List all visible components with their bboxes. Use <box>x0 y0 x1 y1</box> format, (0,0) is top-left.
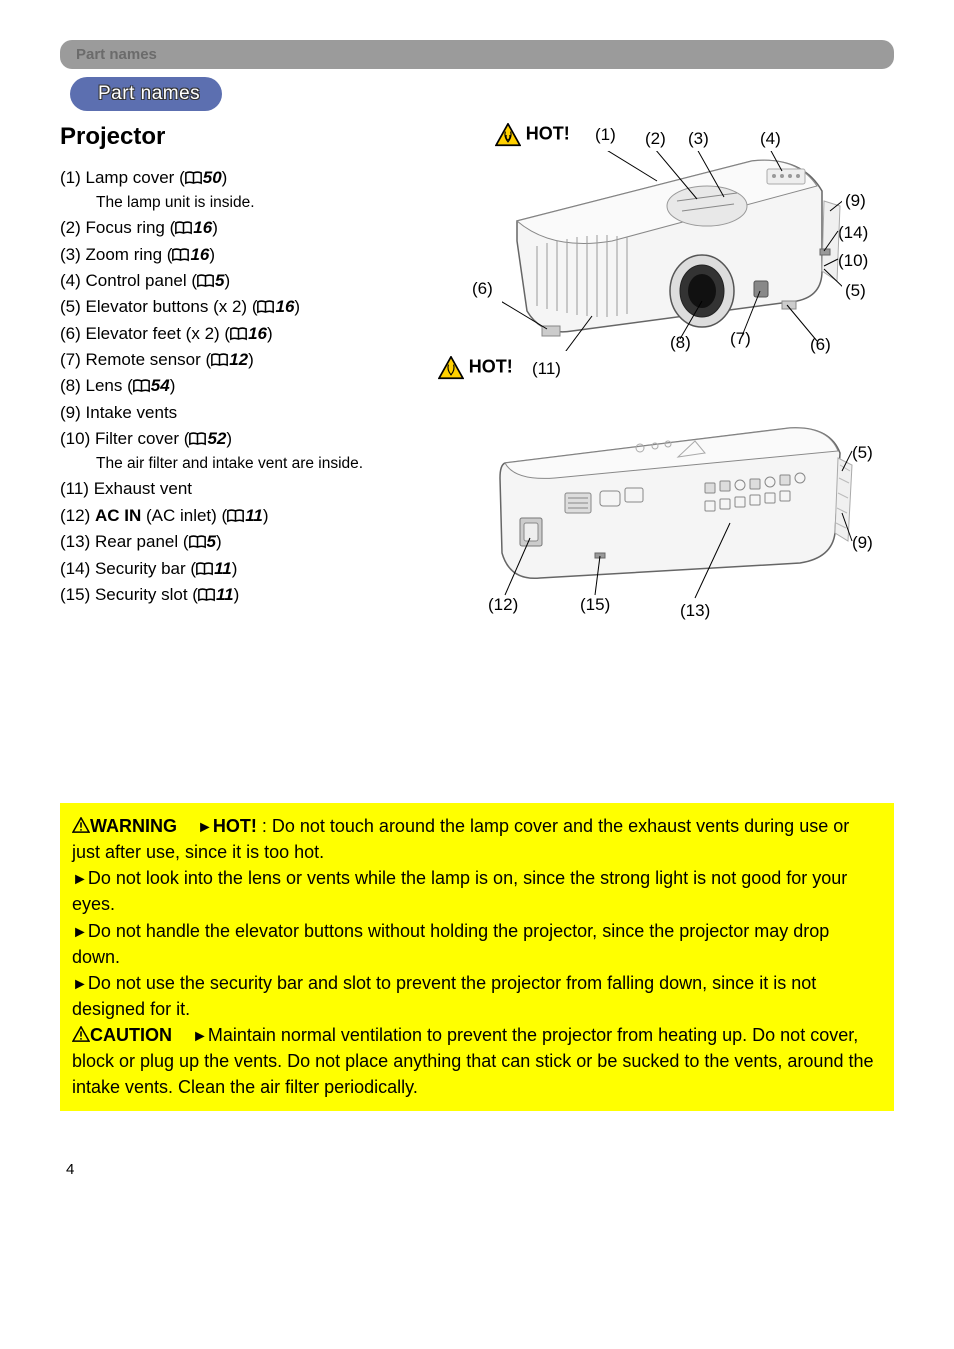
diagram-rear: (5) (9) (12) (15) (13) <box>440 423 894 623</box>
caution-line: CAUTION ►Maintain normal ventilation to … <box>72 1022 882 1100</box>
part-item: (13) Rear panel (5) <box>60 529 420 555</box>
caution-triangle-icon <box>72 1026 90 1042</box>
warning-box: WARNING ►HOT! : Do not touch around the … <box>60 803 894 1111</box>
part-item: (5) Elevator buttons (x 2) (16) <box>60 294 420 320</box>
book-icon <box>198 588 215 602</box>
part-item: (14) Security bar (11) <box>60 556 420 582</box>
diagram-front: HOT! (1) (2) (3) (4) (9) (14) (10) (5) (… <box>440 123 894 423</box>
header-bar: Part names <box>60 40 894 69</box>
left-column: Projector (1) Lamp cover (50) The lamp u… <box>60 123 420 623</box>
hot-warning-icon <box>495 123 521 147</box>
warning-triangle-icon <box>72 817 90 833</box>
content-row: Projector (1) Lamp cover (50) The lamp u… <box>60 123 894 623</box>
callout-3: (3) <box>688 129 709 149</box>
book-icon <box>211 353 228 367</box>
part-item: (4) Control panel (5) <box>60 268 420 294</box>
hot-badge-2: HOT! <box>438 356 513 380</box>
warning-line: ►Do not look into the lens or vents whil… <box>72 865 882 917</box>
projector-front-svg <box>502 151 842 351</box>
warning-line: ►Do not handle the elevator buttons with… <box>72 918 882 970</box>
callout-9: (9) <box>845 191 866 211</box>
warning-line: ►Do not use the security bar and slot to… <box>72 970 882 1022</box>
part-item: (9) Intake vents <box>60 400 420 426</box>
parts-list: (1) Lamp cover (50) The lamp unit is ins… <box>60 165 420 608</box>
callout-13: (13) <box>680 601 710 621</box>
book-icon <box>172 248 189 262</box>
part-item: (8) Lens (54) <box>60 373 420 399</box>
part-item: (1) Lamp cover (50) <box>60 165 420 191</box>
book-icon <box>230 327 247 341</box>
section-title-pill: Part names <box>70 77 222 111</box>
part-item: (15) Security slot (11) <box>60 582 420 608</box>
page-number: 4 <box>66 1161 894 1178</box>
part-item: (12) AC IN (AC inlet) (11) <box>60 503 420 529</box>
part-sub: The lamp unit is inside. <box>60 191 420 215</box>
book-icon <box>133 379 150 393</box>
part-item: (6) Elevator feet (x 2) (16) <box>60 321 420 347</box>
part-item: (3) Zoom ring (16) <box>60 242 420 268</box>
projector-rear-svg <box>480 423 860 603</box>
callout-10: (10) <box>838 251 868 271</box>
part-item: (7) Remote sensor (12) <box>60 347 420 373</box>
warning-line: WARNING ►HOT! : Do not touch around the … <box>72 813 882 865</box>
book-icon <box>227 509 244 523</box>
book-icon <box>197 274 214 288</box>
part-item: (11) Exhaust vent <box>60 476 420 502</box>
part-item: (10) Filter cover (52) <box>60 426 420 452</box>
part-sub: The air filter and intake vent are insid… <box>60 452 420 476</box>
book-icon <box>189 535 206 549</box>
book-icon <box>175 221 192 235</box>
book-icon <box>257 300 274 314</box>
callout-14: (14) <box>838 223 868 243</box>
book-icon <box>185 171 202 185</box>
heading-projector: Projector <box>60 123 420 151</box>
book-icon <box>196 562 213 576</box>
hot-badge: HOT! <box>495 123 570 147</box>
callout-2: (2) <box>645 129 666 149</box>
part-item: (2) Focus ring (16) <box>60 215 420 241</box>
callout-1: (1) <box>595 125 616 145</box>
callout-4: (4) <box>760 129 781 149</box>
callout-6a: (6) <box>472 279 493 299</box>
hot-warning-icon <box>438 356 464 380</box>
callout-11: (11) <box>532 359 561 379</box>
book-icon <box>189 432 206 446</box>
right-column: HOT! (1) (2) (3) (4) (9) (14) (10) (5) (… <box>440 123 894 623</box>
callout-5: (5) <box>845 281 866 301</box>
